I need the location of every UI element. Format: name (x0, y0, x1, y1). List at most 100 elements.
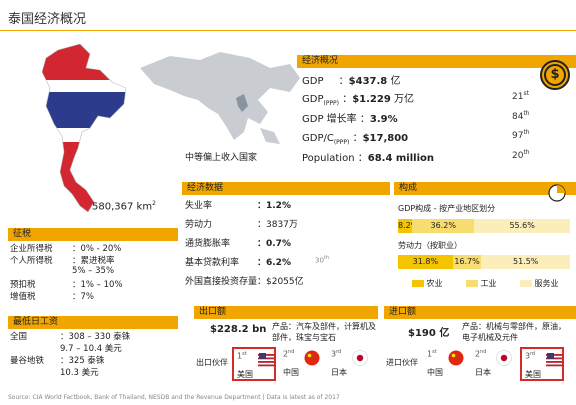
legend-item: 服务业 (519, 278, 559, 289)
econ-data-row: 外国直接投资存量 ：$2055亿 (185, 274, 390, 293)
gdp-composition-bar: 8.2%36.2%55.6% (398, 219, 570, 233)
kv-row: 预扣税 ：1% – 10% (10, 278, 180, 290)
kv-value: 10.3 美元 (60, 368, 99, 378)
growth-rank: 84th (512, 110, 530, 122)
kv-row: 企业所得税 ：0% - 20% (10, 242, 180, 254)
kv-row: 增值税 ：7% (10, 290, 180, 302)
partner-flag (352, 350, 368, 366)
dollar-icon: $ (540, 60, 570, 90)
legend-swatch (519, 280, 532, 287)
legend-item: 工业 (465, 278, 497, 289)
imports-products: 产品：机械与零部件，原油，电子机械及元件 (462, 322, 566, 342)
partner-rank-sup: nd (288, 349, 295, 355)
japan-flag-icon (496, 350, 512, 366)
thailand-map (41, 43, 127, 213)
econ-data-note: 30th (315, 255, 329, 264)
kv-value: 5% – 35% (72, 266, 115, 276)
legend-swatch (465, 280, 478, 287)
partner-rank-sup: rd (530, 351, 536, 357)
imports-partner-label: 进口伙伴 (386, 358, 418, 367)
kv-value: ：325 泰铢 (60, 356, 105, 366)
econ-data-value: ：0.7% (257, 239, 291, 249)
area-text: 580,367 km (92, 201, 153, 213)
legend-swatch (411, 280, 424, 287)
exports-header: 出口额 (194, 306, 378, 319)
partner-rank: 2nd (283, 349, 294, 359)
partner-card: 3rd 日本 (328, 347, 372, 381)
econ-data-label: 失业率 (185, 201, 213, 211)
partner-card: 2nd 中国 (280, 347, 324, 381)
wage-list: 全国 ：308 – 330 泰铢 9.7 – 10.4 美元 曼谷地铁 ：325 泰铢 1… (10, 330, 180, 378)
partner-name: 日本 (475, 368, 491, 377)
partner-rank-number: 2 (283, 349, 289, 359)
growth-row: GDP 增长率 ：3.9% (302, 114, 398, 125)
kv-value: ：累进税率 (72, 256, 115, 266)
partner-rank-number: 1 (427, 349, 433, 359)
us-flag-icon (258, 352, 274, 368)
partner-flag (258, 352, 274, 368)
econ-data-note-sup: th (323, 255, 330, 261)
kv-label: 个人所得税 (10, 256, 53, 266)
population-row: Population ：68.4 million (302, 153, 435, 164)
composition-legend: 农业 工业 服务业 (400, 278, 570, 289)
econ-data-label: 劳动力 (185, 220, 213, 230)
kv-value: ：0% - 20% (72, 244, 122, 254)
econ-data-value: ：1.2% (257, 201, 291, 211)
legend-item: 农业 (411, 278, 443, 289)
gdp-ppp-row: GDP(PPP) ：$1.229 万亿 (302, 94, 414, 107)
econ-data-row: 劳动力 ：3837万 (185, 217, 390, 236)
kv-label: 增值税 (10, 292, 36, 302)
econ-data-value: ：6.2% (257, 258, 291, 268)
partner-rank: 1st (427, 349, 437, 359)
econ-data-note-value: 30 (315, 256, 324, 265)
exports-products: 产品：汽车及部件，计算机及部件，珠宝与宝石 (272, 322, 376, 342)
kv-value: ：308 – 330 泰铢 (60, 332, 131, 342)
partner-rank-number: 1 (237, 351, 243, 361)
imports-header: 进口额 (384, 306, 576, 319)
partner-name: 中国 (427, 368, 443, 377)
kv-row: 9.7 – 10.4 美元 (10, 342, 180, 354)
econ-data-label: 通货膨胀率 (185, 239, 231, 249)
kv-row: 全国 ：308 – 330 泰铢 (10, 330, 180, 342)
exports-partner-label: 出口伙伴 (196, 358, 228, 367)
partner-rank-sup: nd (480, 349, 487, 355)
partner-rank-sup: st (242, 351, 247, 357)
partner-card: 1st 中国 (424, 347, 468, 381)
title-divider (0, 30, 576, 31)
partner-rank: 1st (237, 351, 247, 361)
econ-data-value: ：$2055亿 (257, 277, 304, 287)
kv-label: 曼谷地铁 (10, 356, 45, 366)
econ-data-value: ：3837万 (257, 220, 298, 230)
partner-card: 2nd 日本 (472, 347, 516, 381)
kv-row: 10.3 美元 (10, 366, 180, 378)
partner-name: 美国 (525, 370, 541, 379)
composition-segment: 16.7% (452, 255, 482, 269)
partner-name: 美国 (237, 370, 253, 379)
gdp-ppp-rank: 21st (512, 90, 529, 102)
area-value: 580,367 km2 (92, 200, 156, 212)
legend-label: 服务业 (534, 279, 559, 288)
gdp-composition-caption: GDP构成 - 按产业地区划分 (398, 204, 496, 213)
partner-rank: 3rd (331, 349, 341, 359)
kv-value: ：1% – 10% (72, 280, 123, 290)
partner-name: 日本 (331, 368, 347, 377)
labor-composition-caption: 劳动力（按职业） (398, 241, 462, 250)
legend-label: 工业 (480, 279, 497, 288)
kv-label: 企业所得税 (10, 244, 53, 254)
imports-partners: 1st 中国 2nd 日本 3rd 美国 (424, 347, 572, 383)
composition-segment: 51.5% (481, 255, 570, 269)
partner-card: 3rd 美国 (520, 347, 564, 381)
tax-list: 企业所得税 ：0% - 20% 个人所得税 ：累进税率 5% – 35% 预扣税 ：1% –… (10, 242, 180, 302)
kv-row: 曼谷地铁 ：325 泰铢 (10, 354, 180, 366)
kv-value: ：7% (72, 292, 94, 302)
wage-header: 最低日工资 (8, 316, 178, 329)
composition-segment: 36.2% (412, 219, 475, 233)
econ-data-label: 外国直接投资存量 (185, 277, 258, 287)
econ-data-header: 经济数据 (182, 182, 390, 195)
population-rank: 20th (512, 149, 530, 161)
area-superscript: 2 (152, 200, 156, 207)
legend-label: 农业 (426, 279, 443, 288)
region-map (140, 52, 300, 144)
partner-card: 1st 美国 (232, 347, 276, 381)
econ-data-row: 通货膨胀率 ：0.7% (185, 236, 390, 255)
